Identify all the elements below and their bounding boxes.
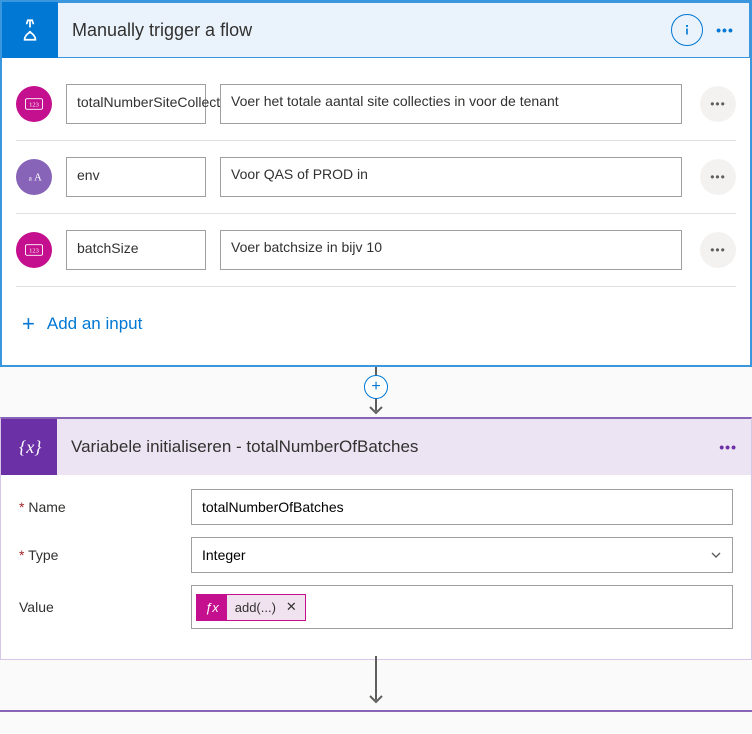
field-row-value: Value ƒx add(...) ✕ <box>19 585 733 629</box>
field-row-name: Name totalNumberOfBatches <box>19 489 733 525</box>
expression-chip[interactable]: ƒx add(...) ✕ <box>196 594 306 621</box>
value-input[interactable]: ƒx add(...) ✕ <box>191 585 733 629</box>
svg-text:{x}: {x} <box>19 437 42 457</box>
value-label: Value <box>19 599 191 615</box>
fx-icon: ƒx <box>197 595 227 620</box>
add-input-label: Add an input <box>47 314 142 334</box>
trigger-header: Manually trigger a flow ••• <box>2 2 750 58</box>
trigger-title[interactable]: Manually trigger a flow <box>58 2 663 58</box>
input-name-field[interactable]: totalNumberSiteCollections <box>66 84 206 124</box>
trigger-header-actions: ••• <box>663 2 750 58</box>
input-row: aA env Voor QAS of PROD in ••• <box>16 141 736 214</box>
add-step-button[interactable]: + <box>364 375 388 399</box>
field-row-type: Type Integer <box>19 537 733 573</box>
input-name-field[interactable]: env <box>66 157 206 197</box>
name-value: totalNumberOfBatches <box>202 499 344 515</box>
name-label: Name <box>19 499 191 515</box>
remove-expression-icon[interactable]: ✕ <box>284 599 305 615</box>
input-description-field[interactable]: Voer batchsize in bijv 10 <box>220 230 682 270</box>
row-more-icon[interactable]: ••• <box>700 232 736 268</box>
more-icon[interactable]: ••• <box>709 14 741 46</box>
trigger-icon <box>2 2 58 58</box>
input-row: 123 batchSize Voer batchsize in bijv 10 … <box>16 214 736 287</box>
svg-text:a: a <box>29 175 33 183</box>
number-type-icon: 123 <box>16 232 52 268</box>
chevron-down-icon <box>710 549 722 561</box>
flow-connector <box>0 660 752 706</box>
type-label: Type <box>19 547 191 563</box>
number-type-icon: 123 <box>16 86 52 122</box>
svg-text:A: A <box>34 172 42 184</box>
variable-body: Name totalNumberOfBatches Type Integer V… <box>1 475 751 659</box>
name-input[interactable]: totalNumberOfBatches <box>191 489 733 525</box>
plus-icon: + <box>22 311 35 337</box>
input-row: 123 totalNumberSiteCollections Voer het … <box>16 68 736 141</box>
svg-text:123: 123 <box>29 247 40 254</box>
more-icon[interactable]: ••• <box>705 419 751 475</box>
input-description-field[interactable]: Voor QAS of PROD in <box>220 157 682 197</box>
flow-connector: + <box>0 367 752 417</box>
next-card-edge <box>0 710 752 712</box>
variable-card: {x} Variabele initialiseren - totalNumbe… <box>0 417 752 660</box>
row-more-icon[interactable]: ••• <box>700 86 736 122</box>
info-icon[interactable] <box>671 14 703 46</box>
trigger-card: Manually trigger a flow ••• 123 totalNum… <box>0 0 752 367</box>
input-name-field[interactable]: batchSize <box>66 230 206 270</box>
row-more-icon[interactable]: ••• <box>700 159 736 195</box>
trigger-body: 123 totalNumberSiteCollections Voer het … <box>2 58 750 365</box>
input-description-field[interactable]: Voer het totale aantal site collecties i… <box>220 84 682 124</box>
svg-text:123: 123 <box>29 101 40 108</box>
type-value: Integer <box>202 547 246 563</box>
type-select[interactable]: Integer <box>191 537 733 573</box>
text-type-icon: aA <box>16 159 52 195</box>
expression-text: add(...) <box>227 596 284 619</box>
variable-icon: {x} <box>1 419 57 475</box>
variable-title: Variabele initialiseren - totalNumberOfB… <box>57 419 705 475</box>
arrow-down-icon <box>368 656 384 706</box>
add-input-button[interactable]: + Add an input <box>16 287 736 359</box>
variable-header[interactable]: {x} Variabele initialiseren - totalNumbe… <box>1 419 751 475</box>
